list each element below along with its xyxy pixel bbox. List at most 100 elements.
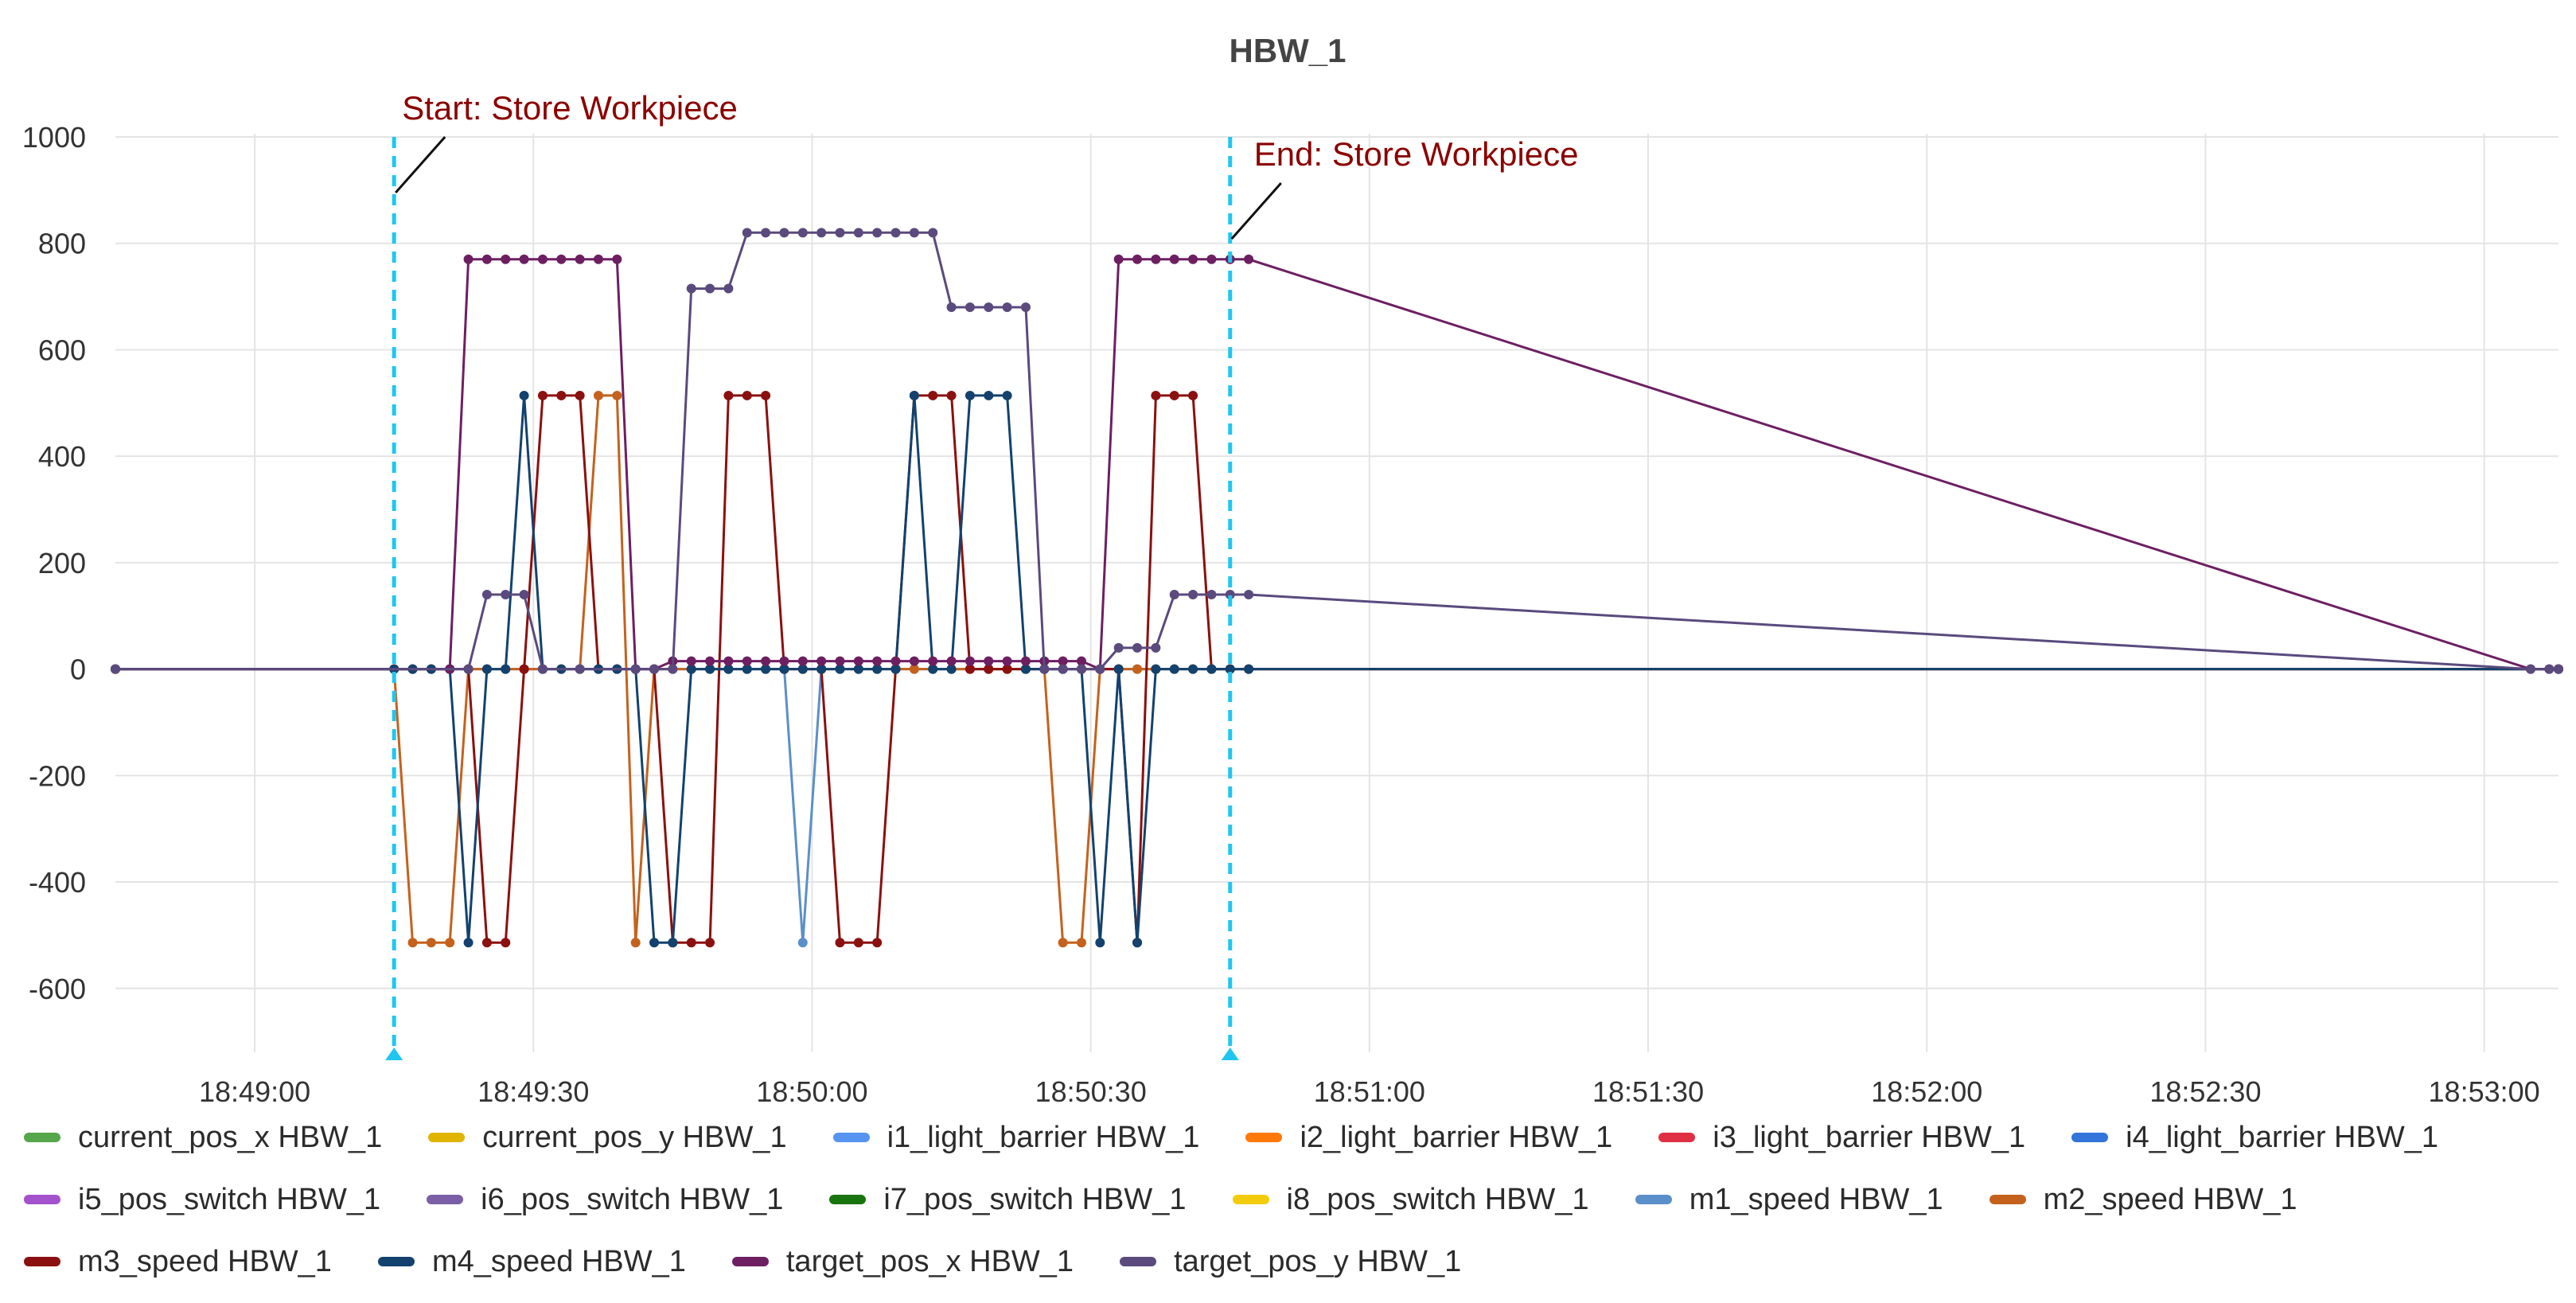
- data-point: [872, 656, 883, 666]
- data-point: [965, 390, 975, 400]
- annotation-leader: [395, 136, 446, 193]
- data-point: [1151, 390, 1161, 400]
- legend-item[interactable]: m2_speed HBW_1: [1989, 1183, 2297, 1217]
- data-point: [1188, 664, 1198, 674]
- y-tick-label: 1000: [22, 121, 86, 154]
- data-point: [1188, 254, 1198, 264]
- legend-label: i3_light_barrier HBW_1: [1713, 1120, 2026, 1154]
- data-point: [1132, 254, 1143, 264]
- data-point: [835, 656, 845, 666]
- data-point: [705, 283, 715, 294]
- legend-item[interactable]: m3_speed HBW_1: [24, 1245, 332, 1279]
- legend-swatch: [377, 1257, 415, 1266]
- data-point: [1169, 664, 1179, 674]
- legend-item[interactable]: i7_pos_switch HBW_1: [829, 1182, 1187, 1217]
- data-point: [649, 938, 660, 948]
- data-point: [928, 390, 938, 400]
- data-point: [816, 664, 827, 674]
- legend-label: m3_speed HBW_1: [78, 1244, 332, 1278]
- data-point: [761, 228, 771, 238]
- data-point: [853, 938, 863, 948]
- x-tick-label: 18:51:00: [1314, 1075, 1425, 1108]
- legend-label: i5_pos_switch HBW_1: [78, 1182, 381, 1216]
- data-point: [463, 664, 474, 674]
- data-point: [946, 390, 957, 400]
- legend-item[interactable]: target_pos_x HBW_1: [731, 1245, 1074, 1279]
- data-point: [686, 664, 696, 674]
- data-point: [797, 664, 808, 674]
- data-point: [1002, 656, 1012, 666]
- data-point: [835, 228, 845, 238]
- legend-item[interactable]: i6_pos_switch HBW_1: [427, 1183, 783, 1217]
- data-point: [481, 590, 492, 599]
- legend-label: i6_pos_switch HBW_1: [481, 1182, 784, 1216]
- data-point: [928, 664, 938, 674]
- data-point: [1132, 664, 1143, 674]
- data-point: [779, 664, 789, 674]
- data-point: [519, 390, 529, 400]
- data-point: [872, 664, 883, 674]
- data-point: [668, 938, 678, 948]
- legend-swatch: [24, 1133, 60, 1142]
- legend-item[interactable]: target_pos_y HBW_1: [1120, 1245, 1461, 1279]
- data-point: [946, 302, 957, 312]
- legend-item[interactable]: current_pos_y HBW_1: [428, 1121, 787, 1155]
- data-point: [742, 228, 752, 238]
- data-point: [853, 656, 863, 666]
- data-point: [761, 656, 771, 666]
- data-point: [909, 390, 919, 400]
- data-point: [519, 664, 529, 674]
- data-point: [984, 664, 994, 674]
- data-point: [909, 656, 919, 666]
- data-point: [1095, 938, 1105, 948]
- legend-item[interactable]: m1_speed HBW_1: [1635, 1183, 1943, 1217]
- legend-label: target_pos_y HBW_1: [1174, 1244, 1462, 1278]
- data-point: [556, 390, 567, 400]
- annotation-layer: Start: Store Workpiece End: Store Workpie…: [385, 89, 1579, 1060]
- data-point: [1058, 938, 1068, 948]
- data-point: [575, 390, 585, 400]
- data-point: [1151, 642, 1161, 653]
- data-point: [723, 664, 734, 674]
- legend-item[interactable]: i3_light_barrier HBW_1: [1658, 1121, 2025, 1155]
- data-point: [890, 228, 901, 238]
- data-point: [686, 938, 696, 948]
- legend-item[interactable]: i1_light_barrier HBW_1: [832, 1121, 1199, 1155]
- data-point: [1132, 642, 1143, 653]
- data-point: [556, 254, 567, 264]
- data-point: [686, 283, 696, 294]
- x-tick-label: 18:53:00: [2429, 1075, 2540, 1108]
- data-point: [742, 656, 752, 666]
- data-point: [946, 664, 957, 674]
- data-point: [909, 228, 919, 238]
- legend-item[interactable]: i8_pos_switch HBW_1: [1232, 1183, 1589, 1217]
- legend-label: i7_pos_switch HBW_1: [883, 1182, 1187, 1216]
- x-tick-label: 18:50:30: [1035, 1075, 1147, 1108]
- legend-swatch: [24, 1195, 60, 1204]
- data-point: [501, 938, 511, 948]
- data-point: [1188, 390, 1198, 400]
- data-point: [723, 656, 734, 666]
- legend-label: i2_light_barrier HBW_1: [1300, 1120, 1613, 1154]
- legend-item[interactable]: i2_light_barrier HBW_1: [1245, 1121, 1612, 1155]
- legend-swatch: [1232, 1195, 1269, 1204]
- legend-item[interactable]: current_pos_x HBW_1: [24, 1121, 382, 1155]
- data-point: [723, 390, 734, 400]
- data-point: [630, 664, 641, 674]
- data-point: [965, 656, 975, 666]
- data-point: [742, 664, 752, 674]
- legend-label: m1_speed HBW_1: [1689, 1182, 1943, 1216]
- y-tick-label: 600: [38, 334, 86, 366]
- data-point: [537, 390, 548, 400]
- y-tick-label: 400: [38, 440, 86, 473]
- data-point: [705, 938, 715, 948]
- legend-label: m4_speed HBW_1: [431, 1244, 686, 1278]
- legend-swatch: [829, 1195, 867, 1204]
- x-tick-label: 18:51:30: [1592, 1075, 1704, 1108]
- legend-item[interactable]: i5_pos_switch HBW_1: [24, 1183, 380, 1217]
- data-point: [1058, 664, 1068, 674]
- legend-item[interactable]: i4_light_barrier HBW_1: [2071, 1121, 2438, 1155]
- legend-swatch: [24, 1257, 60, 1266]
- data-point: [612, 254, 622, 264]
- legend-item[interactable]: m4_speed HBW_1: [377, 1244, 686, 1279]
